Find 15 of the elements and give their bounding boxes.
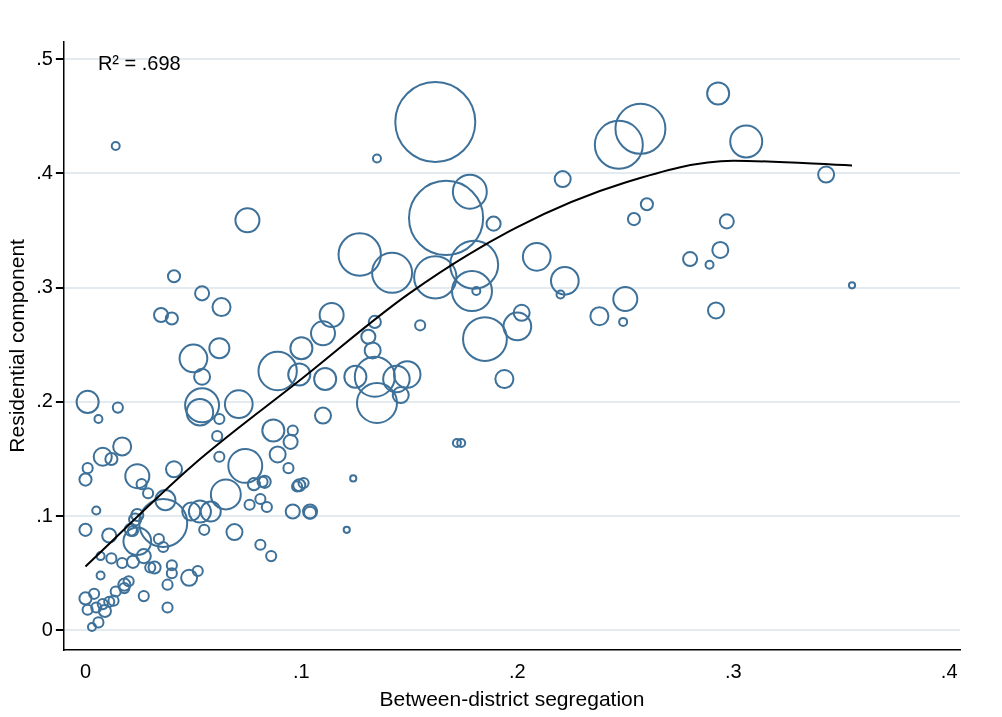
y-tick-label: .5 <box>36 46 53 69</box>
y-tick-label: .4 <box>36 160 53 183</box>
x-tick-label: 0 <box>79 660 92 683</box>
x-axis-title: Between-district segregation <box>379 687 645 711</box>
y-tick-label: .3 <box>36 275 53 298</box>
y-axis-title: Residential component <box>5 238 29 453</box>
x-tick-label: .2 <box>508 660 526 683</box>
line-series <box>84 159 854 568</box>
x-tick-label: .3 <box>724 660 742 683</box>
x-tick-label: .1 <box>293 660 310 683</box>
annotation: R² = .698 <box>97 51 181 74</box>
y-tick-label: 0 <box>41 617 53 640</box>
x-tick-label: .4 <box>940 660 958 683</box>
y-tick-label: .2 <box>36 389 53 412</box>
y-tick-label: .1 <box>36 503 53 526</box>
